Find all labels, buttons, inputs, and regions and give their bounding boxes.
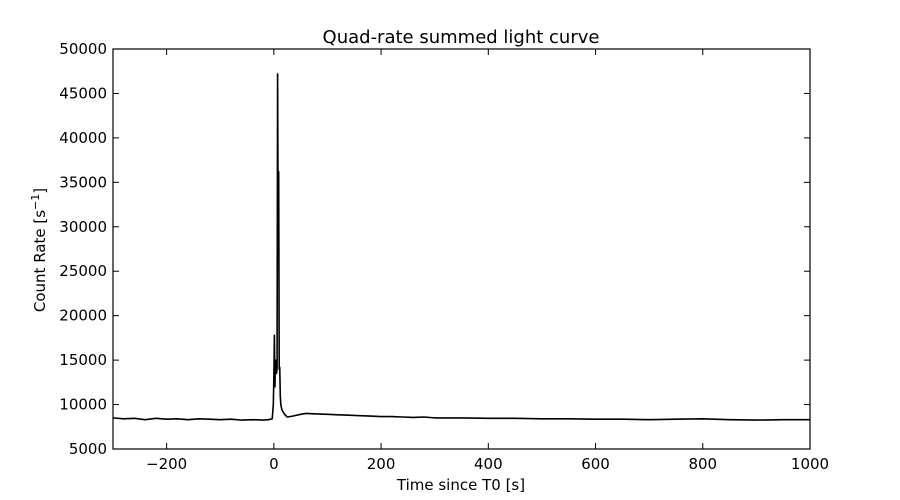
y-axis-title-end: ] [31, 188, 49, 194]
y-axis-title: Count Rate [s−1] [29, 188, 49, 312]
y-tick-label: 10000 [59, 396, 107, 414]
x-axis-title: Time since T0 [s] [396, 476, 525, 494]
x-tick-label: 0 [269, 455, 279, 473]
y-tick-label: 35000 [59, 173, 107, 191]
y-axis-title-superscript: −1 [29, 194, 42, 210]
y-axis: 5000 10000 15000 20000 25000 30000 35000 40000 4… [59, 40, 810, 458]
chart-title: Quad-rate summed light curve [323, 27, 600, 48]
x-tick-label: −200 [146, 455, 187, 473]
y-tick-label: 15000 [59, 351, 107, 369]
y-tick-label: 50000 [59, 40, 107, 58]
y-tick-label: 30000 [59, 218, 107, 236]
plot-area [112, 48, 811, 450]
x-tick-label: 600 [581, 455, 610, 473]
x-tick-label: 400 [474, 455, 503, 473]
x-tick-label: 800 [688, 455, 717, 473]
y-tick-label: 20000 [59, 307, 107, 325]
x-axis: −200 0 200 400 600 800 1000 [146, 49, 829, 473]
y-axis-title-main: Count Rate [s [31, 210, 49, 312]
x-tick-label: 200 [367, 455, 396, 473]
y-tick-label: 40000 [59, 129, 107, 147]
y-tick-label: 25000 [59, 262, 107, 280]
y-tick-label: 5000 [69, 440, 107, 458]
x-tick-label: 1000 [791, 455, 829, 473]
y-tick-label: 45000 [59, 84, 107, 102]
plot-frame [112, 48, 811, 450]
light-curve-line [112, 73, 810, 421]
